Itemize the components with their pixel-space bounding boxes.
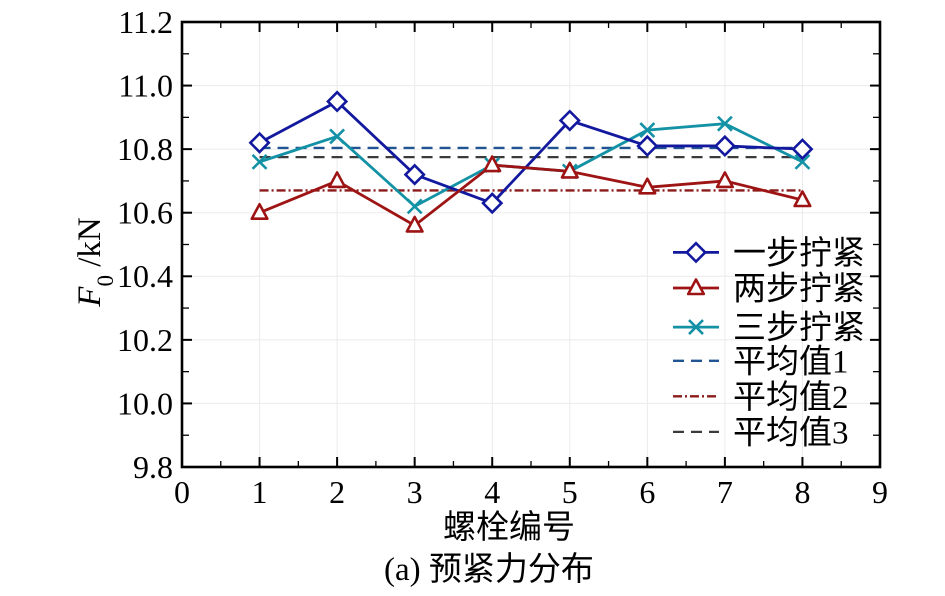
svg-text:9: 9 (872, 474, 888, 510)
svg-text:11.2: 11.2 (118, 4, 173, 40)
svg-text:平均值2: 平均值2 (733, 379, 849, 416)
svg-text:10.2: 10.2 (117, 322, 173, 358)
svg-text:三步拧紧: 三步拧紧 (733, 310, 865, 347)
svg-text:3: 3 (407, 474, 423, 510)
svg-text:10.4: 10.4 (117, 258, 173, 294)
svg-text:两步拧紧: 两步拧紧 (733, 271, 865, 308)
svg-text:9.8: 9.8 (133, 449, 173, 485)
svg-text:7: 7 (717, 474, 733, 510)
svg-text:1: 1 (252, 474, 268, 510)
svg-text:4: 4 (484, 474, 500, 510)
svg-text:(a) 预紧力分布: (a) 预紧力分布 (384, 551, 594, 588)
svg-text:0: 0 (174, 474, 190, 510)
svg-text:5: 5 (562, 474, 578, 510)
svg-text:2: 2 (329, 474, 345, 510)
svg-text:平均值3: 平均值3 (733, 415, 849, 452)
svg-text:10.8: 10.8 (117, 131, 173, 167)
svg-text:11.0: 11.0 (118, 68, 173, 104)
svg-text:一步拧紧: 一步拧紧 (733, 235, 865, 272)
svg-text:螺栓编号: 螺栓编号 (443, 509, 575, 546)
svg-text:平均值1: 平均值1 (733, 343, 849, 380)
svg-text:8: 8 (794, 474, 810, 510)
svg-text:6: 6 (639, 474, 655, 510)
svg-text:10.0: 10.0 (117, 386, 173, 422)
svg-text:10.6: 10.6 (117, 195, 173, 231)
